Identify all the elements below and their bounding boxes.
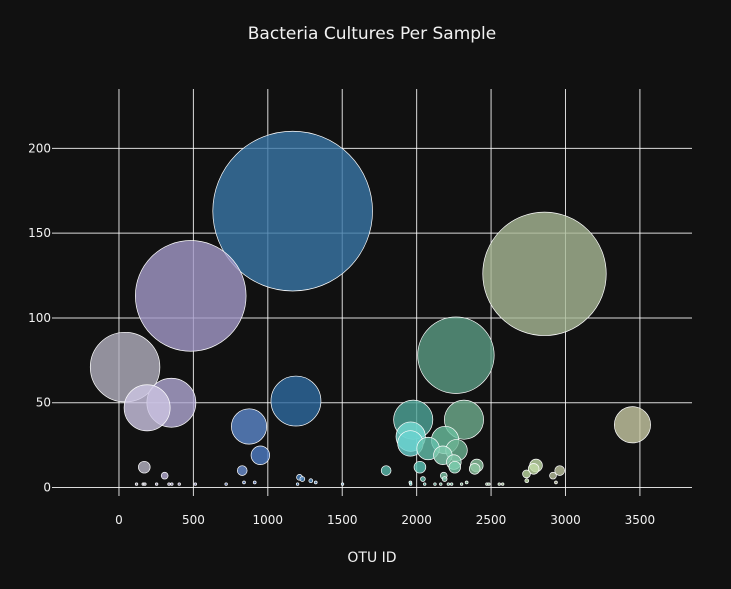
bubble-point[interactable]	[313, 480, 318, 485]
bubble-point[interactable]	[448, 460, 461, 474]
bubble-point[interactable]	[224, 482, 228, 486]
chart-title: Bacteria Cultures Per Sample	[248, 24, 496, 44]
bubble-layer	[89, 130, 651, 486]
bubble-point[interactable]	[170, 482, 174, 486]
bubble-point[interactable]	[441, 476, 448, 482]
y-tick-label: 150	[28, 226, 51, 240]
bubble-point[interactable]	[549, 471, 557, 480]
bubble-point[interactable]	[295, 482, 300, 486]
bubble-point[interactable]	[154, 482, 159, 486]
bubble-point[interactable]	[242, 480, 246, 485]
x-tick-label: 3000	[550, 513, 581, 527]
bubble-point[interactable]	[177, 482, 181, 486]
bubble-point[interactable]	[439, 482, 443, 486]
bubble-point[interactable]	[212, 130, 373, 292]
bubble-point[interactable]	[252, 480, 257, 485]
bubble-point[interactable]	[459, 482, 464, 486]
bubble-point[interactable]	[134, 240, 247, 352]
bubble-point[interactable]	[464, 480, 469, 485]
tick-layer: 0 500 1000 1500 2000 2500 3000 3500 0 50 100 150 200	[28, 141, 655, 527]
bubble-point[interactable]	[613, 406, 651, 444]
bubble-point[interactable]	[231, 408, 268, 445]
bubble-point[interactable]	[413, 460, 427, 474]
bubble-point[interactable]	[527, 463, 540, 475]
bubble-point[interactable]	[468, 463, 481, 475]
bubble-point[interactable]	[554, 465, 565, 476]
bubble-point[interactable]	[123, 384, 171, 432]
bubble-point[interactable]	[250, 445, 271, 465]
bubble-point[interactable]	[524, 478, 530, 484]
bubble-point[interactable]	[167, 482, 171, 486]
bubble-point[interactable]	[487, 482, 491, 486]
bubble-point[interactable]	[160, 471, 169, 480]
bubble-point[interactable]	[554, 480, 558, 485]
y-tick-label: 200	[28, 141, 51, 155]
bubble-point[interactable]	[380, 465, 392, 476]
bubble-point[interactable]	[409, 482, 413, 486]
x-tick-label: 0	[115, 513, 123, 527]
bubble-point[interactable]	[417, 316, 495, 394]
bubble-point[interactable]	[299, 476, 306, 482]
bubble-point[interactable]	[482, 211, 607, 336]
x-tick-label: 2000	[401, 513, 432, 527]
bubble-point[interactable]	[134, 482, 139, 486]
bubble-point[interactable]	[138, 460, 151, 474]
bubble-point[interactable]	[446, 482, 451, 486]
x-tick-label: 3500	[625, 513, 656, 527]
x-tick-label: 1500	[327, 513, 358, 527]
bubble-point[interactable]	[270, 375, 322, 427]
x-tick-label: 1000	[253, 513, 284, 527]
x-tick-label: 2500	[476, 513, 507, 527]
bubble-point[interactable]	[308, 478, 314, 484]
bubble-point[interactable]	[236, 465, 248, 476]
bubble-point[interactable]	[497, 482, 501, 486]
x-tick-label: 500	[182, 513, 205, 527]
y-tick-label: 50	[36, 396, 51, 410]
bubble-point[interactable]	[193, 482, 197, 486]
bubble-point[interactable]	[449, 482, 454, 486]
bubble-point[interactable]	[143, 482, 147, 486]
bubble-point[interactable]	[340, 482, 345, 486]
y-tick-label: 100	[28, 311, 51, 325]
bubble-point[interactable]	[433, 482, 437, 486]
bubble-point[interactable]	[522, 469, 531, 479]
bubble-point[interactable]	[423, 482, 427, 486]
y-tick-label: 0	[43, 481, 51, 495]
bubble-point[interactable]	[501, 482, 505, 486]
bubble-point[interactable]	[420, 476, 426, 482]
x-axis-title: OTU ID	[347, 550, 396, 566]
